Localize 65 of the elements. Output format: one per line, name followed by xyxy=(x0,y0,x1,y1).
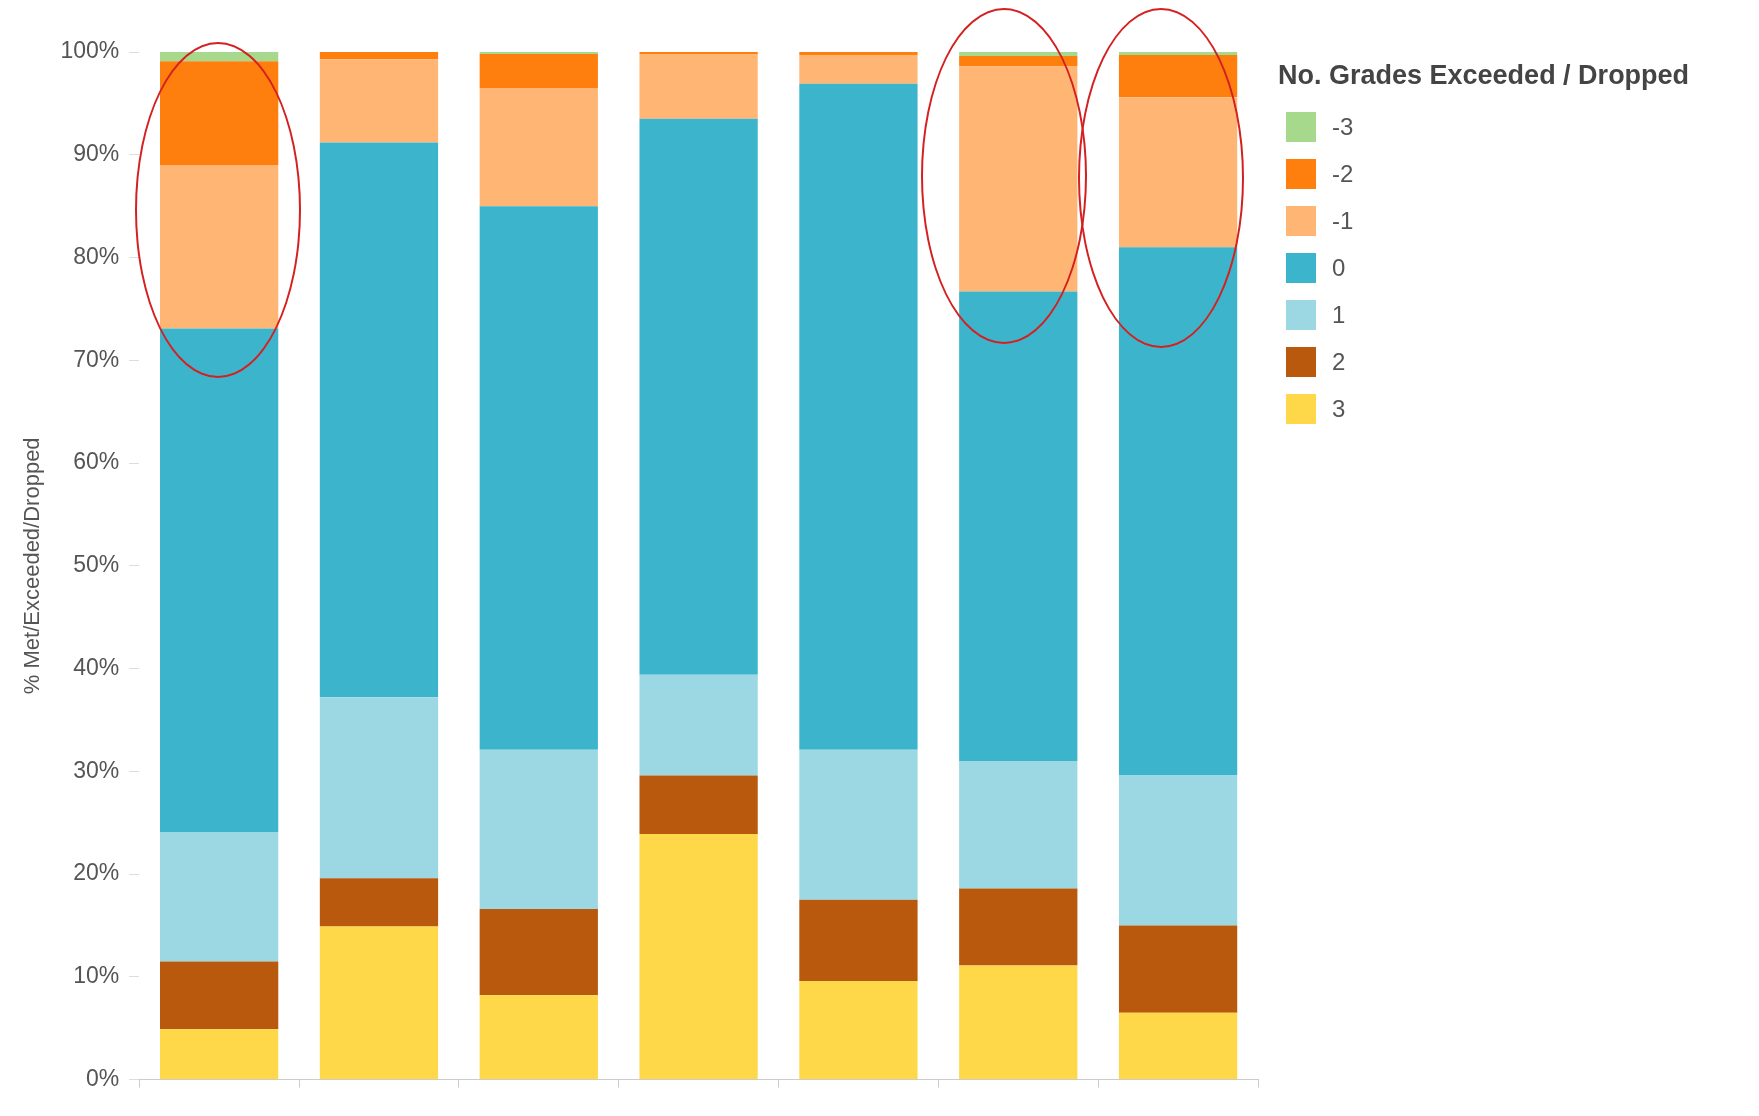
bar xyxy=(1118,55,1238,98)
legend-label: -1 xyxy=(1332,206,1354,235)
y-axis-title: % Met/Exceeded/Dropped xyxy=(19,437,45,695)
bar xyxy=(639,834,758,1080)
bar xyxy=(479,52,598,55)
bar xyxy=(1118,1012,1238,1080)
bar xyxy=(959,888,1078,966)
bar xyxy=(1118,97,1238,248)
y-tick-label: 80% xyxy=(73,242,120,269)
bar xyxy=(959,965,1078,1080)
bar xyxy=(319,59,439,143)
bar xyxy=(639,674,758,776)
bar xyxy=(639,118,758,675)
bar xyxy=(479,206,598,750)
y-tick-label: 50% xyxy=(73,551,120,578)
bar xyxy=(639,54,758,119)
bar xyxy=(959,52,1078,57)
bar xyxy=(799,749,918,900)
legend-label: 1 xyxy=(1332,300,1346,329)
legend-title: No. Grades Exceeded / Dropped xyxy=(1278,60,1690,91)
bar xyxy=(479,995,598,1080)
bar xyxy=(319,926,439,1080)
bar xyxy=(479,909,598,996)
bar xyxy=(319,878,439,927)
bar xyxy=(319,52,439,60)
bar xyxy=(319,142,439,698)
bar xyxy=(959,291,1078,762)
bar xyxy=(160,1029,279,1080)
y-tick-label: 60% xyxy=(73,448,120,475)
legend-label: 3 xyxy=(1332,394,1346,423)
y-tick-label: 20% xyxy=(73,859,120,886)
bar xyxy=(1118,925,1238,1013)
bar xyxy=(959,761,1078,889)
y-tick-label: 40% xyxy=(73,653,120,680)
y-tick-label: 0% xyxy=(85,1064,120,1091)
y-tick-label: 30% xyxy=(73,756,120,783)
bar xyxy=(160,831,279,962)
bar xyxy=(799,83,918,750)
bar xyxy=(1118,775,1238,926)
legend-label: 2 xyxy=(1332,347,1346,376)
y-tick-label: 90% xyxy=(73,140,120,167)
bar xyxy=(639,775,758,834)
legend-label: -2 xyxy=(1332,159,1354,188)
bar xyxy=(479,54,598,88)
bar xyxy=(959,56,1078,67)
bar xyxy=(479,87,598,207)
bar xyxy=(319,697,439,879)
bar xyxy=(799,980,918,1080)
bar xyxy=(799,55,918,84)
legend-label: -3 xyxy=(1332,112,1354,141)
y-tick-label: 10% xyxy=(73,962,120,989)
bar xyxy=(160,61,279,166)
legend-label: 0 xyxy=(1332,253,1346,282)
bar xyxy=(639,52,758,55)
bar xyxy=(479,749,598,910)
bar xyxy=(1118,52,1238,56)
bar xyxy=(799,52,918,56)
y-tick-label: 100% xyxy=(60,37,120,64)
bar xyxy=(160,961,279,1030)
bar xyxy=(799,899,918,981)
y-tick-label: 70% xyxy=(73,345,120,372)
bar xyxy=(959,66,1078,292)
bar xyxy=(160,165,279,329)
bar xyxy=(160,328,279,832)
bar xyxy=(1118,247,1238,776)
